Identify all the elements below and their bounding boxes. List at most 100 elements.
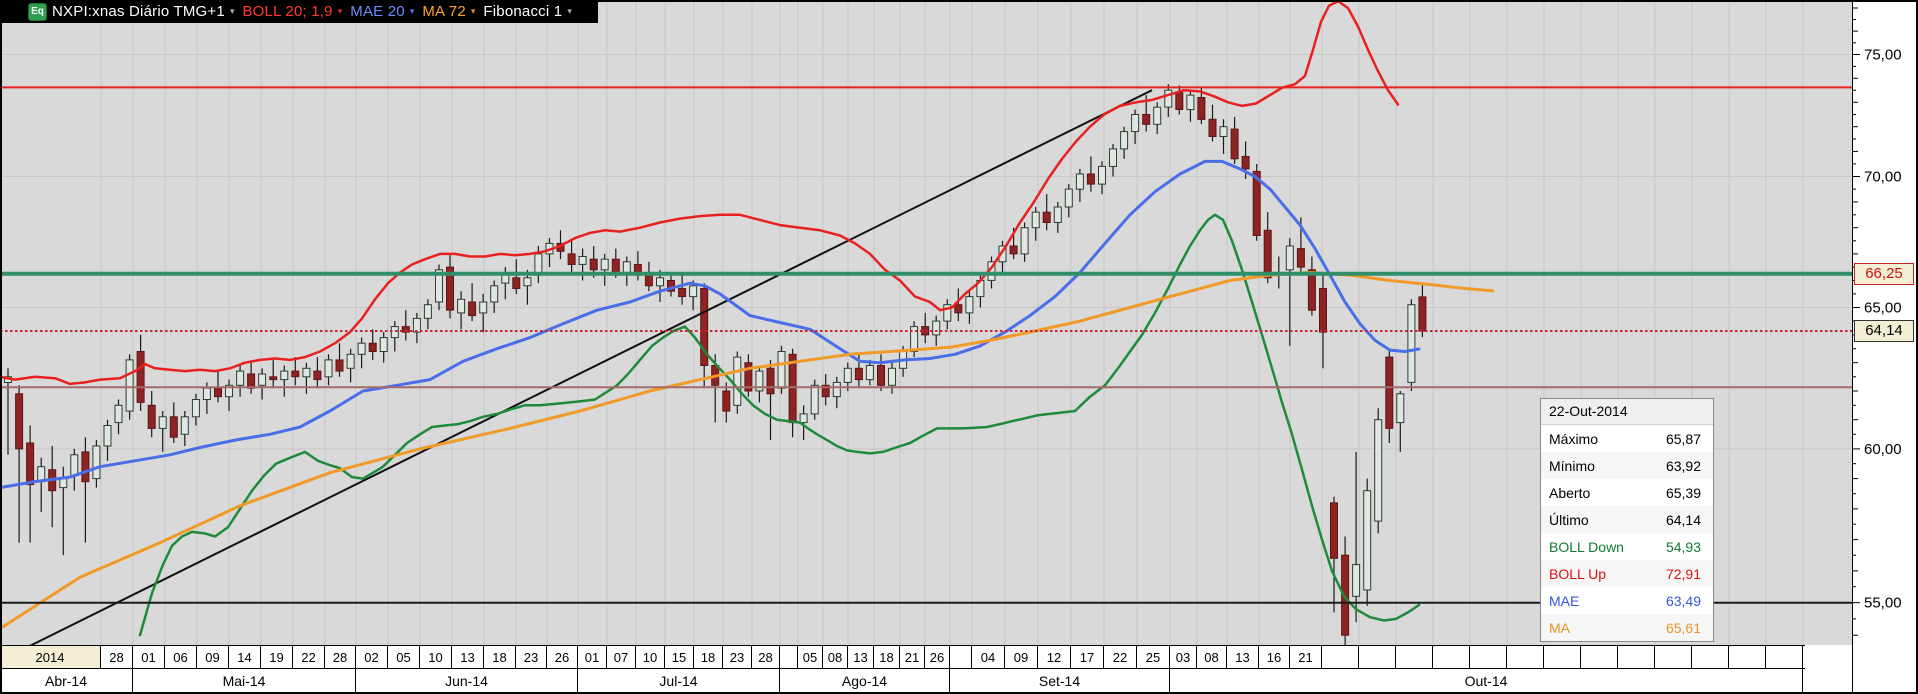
indicator-fibonacci[interactable]: Fibonacci 1 ▾ [483,3,573,20]
chevron-down-icon[interactable]: ▾ [229,5,235,16]
tooltip-row-boll-down: BOLL Down 54,93 [1541,533,1713,560]
chevron-down-icon[interactable]: ▾ [337,5,343,16]
svg-text:60,00: 60,00 [1864,441,1902,458]
date-cell-empty [780,646,798,668]
date-cell-04: 04 [972,646,1005,668]
tooltip-row-mínimo: Mínimo 63,92 [1541,452,1713,479]
tooltip-row-label: BOLL Down [1549,538,1624,555]
tooltip-row-value: 65,87 [1665,430,1701,447]
svg-text:65,00: 65,00 [1864,300,1902,317]
month-cell-out-14: Out-14 [1170,669,1803,693]
date-cell-empty [1729,646,1766,668]
svg-text:75,00: 75,00 [1864,47,1902,64]
date-cell-empty [1470,646,1507,668]
date-cell-21: 21 [900,646,925,668]
equity-badge: Eq [28,2,47,21]
svg-text:70,00: 70,00 [1864,169,1902,186]
chevron-down-icon[interactable]: ▾ [567,5,572,16]
date-cell-14: 14 [229,646,261,668]
date-cell-28: 28 [101,646,133,668]
price-tag-66-25: 66,25 [1854,263,1914,285]
indicator-ma[interactable]: MA 72 ▾ [422,3,477,20]
price-axis-scale[interactable]: 75,00 70,00 65,00 60,00 55,00 [1853,0,1918,694]
chart-toolbar: Eq NXPI:xnas Diário TMG+1 ▾ BOLL 20; 1,9 ▾ M… [0,0,598,23]
date-axis-months: Abr-14 Mai-14 Jun-14 Jul-14 Ago-14 Set-14 Out-… [0,669,1805,694]
month-cell-abr-14: Abr-14 [0,669,133,693]
price-tag-64-14: 64,14 [1854,320,1914,342]
price-axis[interactable]: 75,00 70,00 65,00 60,00 55,00 66,25 64,14 [1852,0,1918,694]
indicator-mae[interactable]: MAE 20 ▾ [350,3,416,20]
tooltip-row-mae: MAE 63,49 [1541,587,1713,614]
indicator-boll[interactable]: BOLL 20; 1,9 ▾ [242,3,344,20]
date-cell-26: 26 [925,646,950,668]
date-cell-empty [1433,646,1470,668]
date-axis[interactable]: 2014 28 01 06 09 14 19 22 28 02 05 10 13 18 23 26 01 07 10… [0,645,1805,694]
ohlc-tooltip: 22-Out-2014 Máximo 65,87 Mínimo 63,92 Aberto… [1540,398,1714,642]
date-cell-02: 02 [356,646,388,668]
date-cell-empty [1359,646,1396,668]
price-chart-plot[interactable]: Eq NXPI:xnas Diário TMG+1 ▾ BOLL 20; 1,9 ▾ M… [0,0,1852,645]
date-cell-28: 28 [752,646,780,668]
indicator-boll-label: BOLL 20; 1,9 [242,2,333,20]
date-cell-22: 22 [1104,646,1137,668]
date-cell-25: 25 [1137,646,1170,668]
chevron-down-icon[interactable]: ▾ [409,5,415,16]
symbol-timeframe-label: NXPI:xnas Diário TMG+1 [52,2,225,20]
date-cell-18: 18 [484,646,516,668]
date-cell-10: 10 [636,646,665,668]
tooltip-row-label: MA [1549,619,1570,636]
date-cell-empty [1766,646,1803,668]
tooltip-row-value: 65,39 [1665,484,1701,501]
date-cell-01: 01 [133,646,165,668]
date-cell-06: 06 [165,646,197,668]
symbol-timeframe[interactable]: NXPI:xnas Diário TMG+1 ▾ [52,3,236,20]
date-cell-empty [1655,646,1692,668]
date-cell-23: 23 [723,646,752,668]
date-cell-10: 10 [420,646,452,668]
tooltip-row-label: MAE [1549,592,1580,609]
tooltip-row-boll-up: BOLL Up 72,91 [1541,560,1713,587]
date-cell-17: 17 [1071,646,1104,668]
date-cell-26: 26 [547,646,578,668]
date-cell-23: 23 [516,646,547,668]
date-cell-empty [1396,646,1433,668]
tooltip-row-label: BOLL Up [1549,565,1607,582]
date-cell-empty [1692,646,1729,668]
candlestick-chart[interactable] [0,0,1852,645]
date-cell-22: 22 [293,646,325,668]
date-cell-08: 08 [1197,646,1227,668]
date-cell-empty [1618,646,1655,668]
chevron-down-icon[interactable]: ▾ [470,5,476,16]
month-cell-jul-14: Jul-14 [578,669,780,693]
tooltip-row-máximo: Máximo 65,87 [1541,425,1713,452]
tooltip-row-último: Último 64,14 [1541,506,1713,533]
date-cell-13: 13 [1227,646,1259,668]
date-cell-empty [950,646,972,668]
date-cell-18: 18 [694,646,723,668]
indicator-ma-label: MA 72 [422,2,466,20]
tooltip-rows: Máximo 65,87 Mínimo 63,92 Aberto 65,39 Último 6… [1541,425,1713,641]
toolbar-items: NXPI:xnas Diário TMG+1 ▾ BOLL 20; 1,9 ▾ MAE … [52,3,580,21]
tooltip-row-value: 72,91 [1665,565,1701,582]
date-cell-01: 01 [578,646,607,668]
date-cell-12: 12 [1038,646,1071,668]
date-cell-09: 09 [1005,646,1038,668]
date-cell-05: 05 [798,646,823,668]
date-cell-28: 28 [325,646,356,668]
date-cell-05: 05 [388,646,420,668]
tooltip-row-value: 63,49 [1665,592,1701,609]
tooltip-row-ma: MA 65,61 [1541,614,1713,641]
date-cell-2014: 2014 [0,646,101,668]
month-cell-mai-14: Mai-14 [133,669,356,693]
date-cell-03: 03 [1170,646,1197,668]
tooltip-row-value: 65,61 [1665,619,1701,636]
month-cell-ago-14: Ago-14 [780,669,950,693]
tooltip-row-label: Último [1549,511,1589,528]
indicator-mae-label: MAE 20 [350,2,405,20]
date-cell-16: 16 [1259,646,1290,668]
tooltip-row-label: Aberto [1549,484,1591,501]
date-axis-days: 2014 28 01 06 09 14 19 22 28 02 05 10 13 18 23 26 01 07 10… [0,645,1805,669]
tooltip-row-label: Máximo [1549,430,1599,447]
date-cell-08: 08 [823,646,848,668]
